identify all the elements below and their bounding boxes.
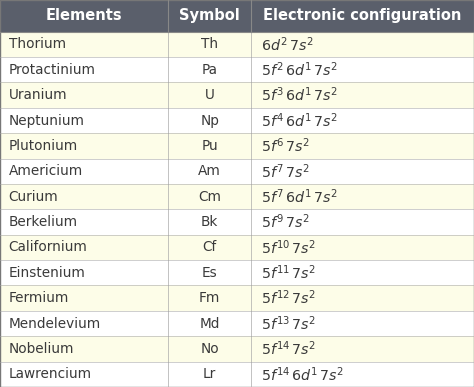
Text: $5f^{10}\,7s^{2}$: $5f^{10}\,7s^{2}$	[261, 238, 316, 257]
Bar	[0, 159, 474, 184]
Text: Americium: Americium	[9, 164, 83, 178]
Text: $5f^{7}\,6d^{1}\,7s^{2}$: $5f^{7}\,6d^{1}\,7s^{2}$	[261, 187, 337, 206]
Text: $5f^{3}\,6d^{1}\,7s^{2}$: $5f^{3}\,6d^{1}\,7s^{2}$	[261, 86, 337, 104]
Bar	[0, 235, 474, 260]
Bar	[0, 209, 474, 235]
Text: Curium: Curium	[9, 190, 58, 204]
Bar	[0, 311, 474, 336]
Text: Einstenium: Einstenium	[9, 266, 85, 280]
Text: Bk: Bk	[201, 215, 219, 229]
Bar	[0, 82, 474, 108]
Text: Pa: Pa	[202, 63, 218, 77]
Text: $5f^{7}\,7s^{2}$: $5f^{7}\,7s^{2}$	[261, 162, 310, 181]
Bar	[0, 108, 474, 133]
Text: Elements: Elements	[46, 9, 122, 23]
Text: Plutonium: Plutonium	[9, 139, 78, 153]
Text: Md: Md	[200, 317, 220, 330]
Text: Thorium: Thorium	[9, 38, 66, 51]
Text: Californium: Californium	[9, 240, 87, 254]
Bar	[0, 0, 474, 32]
Text: Symbol: Symbol	[179, 9, 240, 23]
Text: U: U	[205, 88, 215, 102]
Text: Nobelium: Nobelium	[9, 342, 74, 356]
Text: $5f^{6}\,7s^{2}$: $5f^{6}\,7s^{2}$	[261, 137, 310, 155]
Text: Berkelium: Berkelium	[9, 215, 78, 229]
Text: Lawrencium: Lawrencium	[9, 367, 91, 381]
Bar	[0, 336, 474, 361]
Text: Fermium: Fermium	[9, 291, 69, 305]
Bar	[0, 260, 474, 286]
Bar	[0, 133, 474, 159]
Text: Lr: Lr	[203, 367, 216, 381]
Bar	[0, 184, 474, 209]
Text: $5f^{2}\,6d^{1}\,7s^{2}$: $5f^{2}\,6d^{1}\,7s^{2}$	[261, 60, 337, 79]
Text: Protactinium: Protactinium	[9, 63, 96, 77]
Text: Uranium: Uranium	[9, 88, 67, 102]
Text: Neptunium: Neptunium	[9, 113, 84, 128]
Text: Electronic configuration: Electronic configuration	[264, 9, 462, 23]
Text: Th: Th	[201, 38, 219, 51]
Text: $5f^{12}\,7s^{2}$: $5f^{12}\,7s^{2}$	[261, 289, 316, 308]
Text: $5f^{14}\,7s^{2}$: $5f^{14}\,7s^{2}$	[261, 340, 316, 358]
Text: Cm: Cm	[198, 190, 221, 204]
Text: $5f^{9}\,7s^{2}$: $5f^{9}\,7s^{2}$	[261, 213, 310, 231]
Text: $5f^{14}\,6d^{1}\,7s^{2}$: $5f^{14}\,6d^{1}\,7s^{2}$	[261, 365, 344, 384]
Text: Am: Am	[198, 164, 221, 178]
Text: Cf: Cf	[202, 240, 217, 254]
Text: $6d^{2}\,7s^{2}$: $6d^{2}\,7s^{2}$	[261, 35, 313, 54]
Text: $5f^{11}\,7s^{2}$: $5f^{11}\,7s^{2}$	[261, 264, 316, 282]
Text: $5f^{4}\,6d^{1}\,7s^{2}$: $5f^{4}\,6d^{1}\,7s^{2}$	[261, 111, 337, 130]
Text: Fm: Fm	[199, 291, 220, 305]
Text: No: No	[201, 342, 219, 356]
Bar	[0, 361, 474, 387]
Bar	[0, 57, 474, 82]
Text: Es: Es	[202, 266, 218, 280]
Bar	[0, 32, 474, 57]
Text: Np: Np	[201, 113, 219, 128]
Text: Pu: Pu	[201, 139, 218, 153]
Bar	[0, 286, 474, 311]
Text: Mendelevium: Mendelevium	[9, 317, 101, 330]
Text: $5f^{13}\,7s^{2}$: $5f^{13}\,7s^{2}$	[261, 314, 316, 333]
